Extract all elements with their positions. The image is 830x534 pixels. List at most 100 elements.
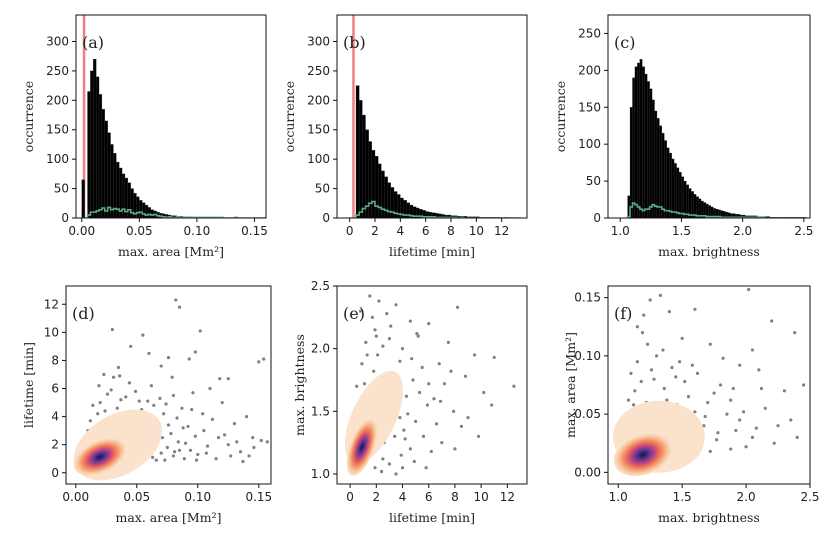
density-contours xyxy=(344,370,404,476)
scatter-point xyxy=(463,374,468,378)
scatter-point xyxy=(98,400,102,405)
y-tick-label: 0 xyxy=(322,211,330,225)
scatter-point xyxy=(417,390,422,395)
y-tick-label: 250 xyxy=(46,64,69,78)
scatter-point xyxy=(133,389,138,393)
x-tick-label: 0.10 xyxy=(184,224,211,238)
y-axis-label: occurrence xyxy=(282,81,297,152)
histogram-bar xyxy=(678,172,682,218)
histogram-bar xyxy=(87,91,91,218)
scatter-point xyxy=(394,303,398,307)
scatter-point xyxy=(187,357,191,361)
histogram-bar xyxy=(144,204,149,218)
x-tick-label: 0.00 xyxy=(62,490,89,504)
scatter-point xyxy=(686,395,691,399)
scatter-point xyxy=(355,384,359,388)
y-tick-label: 300 xyxy=(46,34,69,48)
scatter-point xyxy=(208,386,212,391)
y-tick-label: 200 xyxy=(46,93,69,107)
scatter-point xyxy=(400,466,405,470)
scatter-point xyxy=(238,450,243,454)
scatter-point xyxy=(455,305,460,309)
y-tick-label: 2.0 xyxy=(311,342,330,356)
scatter-point xyxy=(368,294,372,298)
y-tick-label: 0.05 xyxy=(574,407,601,421)
x-axis-label: max. brightness xyxy=(658,510,760,525)
scatter-point xyxy=(96,412,100,416)
x-tick-label: 10 xyxy=(469,224,484,238)
scatter-point xyxy=(432,397,436,401)
scatter-point xyxy=(715,438,719,442)
scatter-point xyxy=(389,324,393,328)
scatter-point xyxy=(381,344,385,348)
panel-f: 1.0 1.5 2.0 2.5 0.00 0.05 0.10 0.15 max. brightn… xyxy=(563,285,820,525)
scatter-point xyxy=(472,353,477,357)
scatter-point xyxy=(154,458,158,462)
scatter-point xyxy=(202,429,206,433)
y-tick-label: 250 xyxy=(307,64,330,78)
histogram-bar xyxy=(371,150,376,218)
scatter-point xyxy=(411,378,415,382)
histogram-bar xyxy=(139,200,143,218)
histogram-bar xyxy=(671,158,675,218)
x-tick-label: 12 xyxy=(494,224,509,238)
scatter-point xyxy=(438,399,443,403)
scatter-point xyxy=(442,382,447,386)
scatter-point xyxy=(633,389,637,393)
scatter-point xyxy=(232,422,236,426)
scatter-point xyxy=(394,472,398,476)
scatter-point xyxy=(251,436,255,440)
scatter-point xyxy=(159,364,163,368)
scatter-point xyxy=(180,406,184,410)
histogram-bar xyxy=(81,179,85,218)
scatter-point xyxy=(754,426,758,430)
histogram-bar xyxy=(656,118,660,218)
plot-area xyxy=(81,15,266,218)
x-tick-label: 6 xyxy=(422,224,430,238)
plot-area xyxy=(349,15,521,218)
x-axis-label: max. area [Mm²] xyxy=(116,510,222,525)
scatter-point xyxy=(151,455,155,459)
x-tick-label: 0 xyxy=(346,224,354,238)
axes-frame xyxy=(336,14,528,219)
scatter-point xyxy=(188,448,193,452)
histogram-bar xyxy=(659,125,663,218)
scatter-point xyxy=(381,457,385,461)
y-tick-label: 0.00 xyxy=(574,465,601,479)
scatter-point xyxy=(216,436,221,440)
scatter-point xyxy=(358,309,363,313)
scatter-point xyxy=(175,416,179,420)
y-tick-label: 2 xyxy=(51,438,59,452)
scatter-point xyxy=(171,393,175,398)
scatter-point xyxy=(176,440,180,444)
scatter-point xyxy=(744,445,748,449)
x-tick-label: 0.05 xyxy=(123,490,150,504)
scatter-point xyxy=(747,287,751,292)
scatter-point xyxy=(149,384,154,388)
panel-label: (e) xyxy=(343,304,365,323)
density-contours xyxy=(73,409,163,481)
panel-a: 0.00 0.05 0.10 0.15 0 50 100 150 200 250 300 max. a… xyxy=(21,14,268,259)
scatter-point xyxy=(109,388,113,392)
y-tick-label: 100 xyxy=(46,152,69,166)
scatter-point xyxy=(492,355,496,360)
histogram-bar xyxy=(374,156,379,218)
scatter-point xyxy=(162,412,166,416)
panel-c: 1.0 1.5 2.0 2.5 0 50 100 150 200 250 max. brightne… xyxy=(553,14,813,259)
scatter-point xyxy=(103,409,107,413)
y-tick-label: 10 xyxy=(44,325,59,339)
y-tick-label: 0.10 xyxy=(574,349,601,363)
scatter-point xyxy=(635,360,640,364)
scatter-point xyxy=(262,357,266,361)
scatter-point xyxy=(670,365,674,370)
panel-label: (b) xyxy=(343,33,366,52)
scatter-point xyxy=(379,469,384,474)
histogram-bar xyxy=(686,184,689,218)
scatter-point xyxy=(235,440,239,444)
histogram-bar xyxy=(676,167,680,218)
scatter-point xyxy=(703,414,707,419)
panel-label: (d) xyxy=(72,304,95,323)
plot-area xyxy=(73,298,269,481)
scatter-point xyxy=(750,435,755,440)
histogram-bar xyxy=(651,99,655,218)
